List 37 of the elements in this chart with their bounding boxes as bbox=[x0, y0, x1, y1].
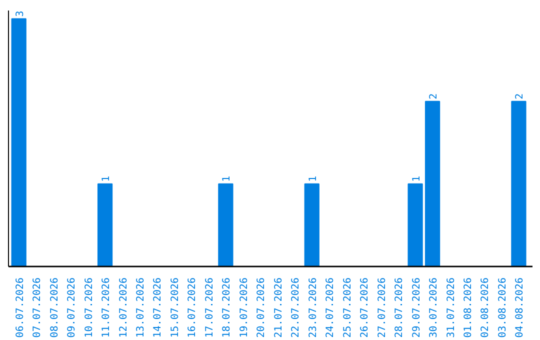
x-tick-label: 22.07.2026 bbox=[290, 277, 302, 338]
data-label: 1 bbox=[411, 176, 422, 182]
x-tick-label: 20.07.2026 bbox=[256, 277, 268, 338]
x-tick-label: 08.07.2026 bbox=[49, 277, 60, 338]
x-tick-label: 06.07.2026 bbox=[14, 277, 26, 338]
x-tick-label: 29.07.2026 bbox=[411, 277, 422, 338]
x-tick-label: 19.07.2026 bbox=[238, 277, 250, 338]
x-tick-label: 18.07.2026 bbox=[222, 277, 233, 338]
x-tick-label: 23.07.2026 bbox=[308, 277, 319, 338]
data-label: 1 bbox=[308, 176, 319, 182]
x-tick-label: 27.07.2026 bbox=[376, 277, 388, 338]
data-label: 2 bbox=[514, 93, 526, 100]
x-tick-label: 25.07.2026 bbox=[342, 277, 354, 338]
data-label: 3 bbox=[14, 10, 26, 17]
x-tick-label: 11.07.2026 bbox=[101, 277, 112, 338]
x-tick-label: 12.07.2026 bbox=[118, 277, 130, 338]
x-tick-label: 03.08.2026 bbox=[497, 277, 508, 338]
x-tick-label: 07.07.2026 bbox=[32, 277, 44, 338]
data-label: 1 bbox=[222, 176, 233, 182]
x-tick-label: 15.07.2026 bbox=[170, 277, 181, 338]
x-tick-label: 31.07.2026 bbox=[446, 277, 457, 338]
x-tick-label: 13.07.2026 bbox=[136, 277, 146, 338]
x-tick-label: 10.07.2026 bbox=[84, 277, 95, 338]
x-tick-label: 04.08.2026 bbox=[514, 277, 526, 338]
x-tick-label: 26.07.2026 bbox=[360, 277, 371, 338]
x-tick-label: 02.08.2026 bbox=[480, 277, 492, 338]
x-tick-label: 14.07.2026 bbox=[152, 277, 164, 338]
x-tick-label: 28.07.2026 bbox=[394, 277, 406, 338]
data-label: 2 bbox=[428, 93, 440, 100]
x-tick-label: 21.07.2026 bbox=[273, 277, 284, 338]
x-tick-label: 24.07.2026 bbox=[325, 277, 336, 338]
x-tick-label: 17.07.2026 bbox=[204, 277, 216, 338]
x-tick-label: 09.07.2026 bbox=[66, 277, 78, 338]
x-tick-label: 30.07.2026 bbox=[428, 277, 440, 338]
data-label: 1 bbox=[101, 176, 112, 182]
x-tick-label: 01.08.2026 bbox=[463, 277, 474, 338]
x-tick-label: 16.07.2026 bbox=[187, 277, 198, 338]
